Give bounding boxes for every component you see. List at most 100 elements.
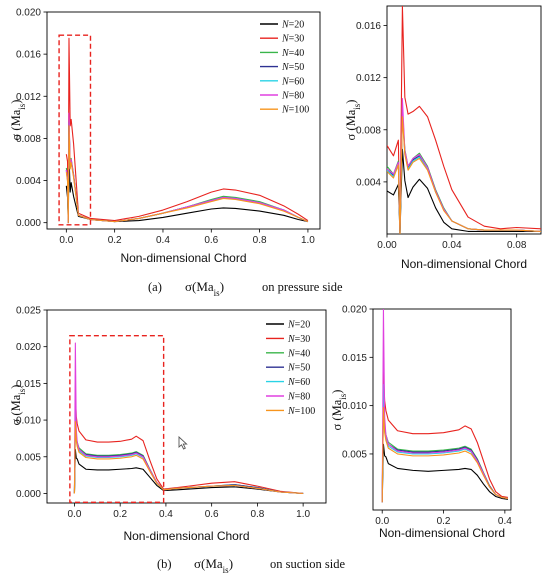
legend: N=20 N=30 N=40 N=50 N=60 N=80 N=100	[266, 320, 315, 417]
x-tick-label: 0.2	[108, 235, 122, 246]
y-axis-label-close: )	[330, 390, 344, 394]
legend-entry: N=60	[287, 377, 310, 388]
y-tick-label: 0.004	[16, 176, 41, 187]
plot-frame	[46, 309, 327, 504]
x-axis-label: Non-dimensional Chord	[123, 529, 249, 543]
y-tick-label: 0.005	[342, 449, 367, 460]
series-line-n-30	[387, 6, 541, 234]
y-tick-label: 0.008	[356, 125, 381, 136]
x-tick-label: 0.4	[159, 509, 173, 520]
y-tick-label: 0.010	[16, 416, 41, 427]
chart-b-zoom: 0.0 0.2 0.4 0.005 0.010 0.015 0.020 Non-dimensi…	[330, 305, 512, 541]
y-axis-label: σ (Mais)	[330, 390, 348, 431]
y-tick-label: 0.012	[356, 73, 381, 84]
x-tick-label: 0.6	[205, 509, 219, 520]
caption-b-text: on suction side	[270, 557, 345, 571]
x-axis-label: Non-dimensional Chord	[379, 526, 505, 540]
y-axis-label: σ (Mais)	[9, 385, 27, 426]
caption-b-close: )	[229, 556, 233, 571]
y-tick-label: 0.010	[342, 401, 367, 412]
y-axis-label-sub: is	[352, 103, 362, 110]
series-line-n-80	[381, 309, 509, 503]
series-line-n-30	[381, 371, 509, 503]
y-tick-label: 0.025	[16, 306, 41, 317]
caption-b-symbol: σ(Ma	[194, 556, 223, 571]
mouse-pointer-icon	[178, 436, 188, 450]
caption-a: (a) σ(Mais) on pressure side	[148, 279, 343, 298]
series-line-n-30	[65, 37, 309, 224]
y-tick-label: 0.005	[16, 452, 41, 463]
series-line-n-40	[73, 413, 304, 495]
caption-b-label: (b)	[157, 557, 172, 571]
y-axis-label: σ (Mais)	[9, 100, 27, 141]
legend-entry: N=100	[281, 105, 309, 116]
x-tick-label: 1.0	[296, 509, 310, 520]
y-axis-label-close: )	[9, 385, 23, 389]
y-axis-label-main: σ (Ma	[330, 399, 344, 430]
x-tick-label: 0.0	[67, 509, 81, 520]
legend-entry: N=60	[281, 76, 304, 87]
x-tick-label: 0.6	[204, 235, 218, 246]
x-tick-label: 0.8	[253, 235, 267, 246]
series-line-n-100	[387, 116, 541, 234]
x-tick-label: 0.04	[442, 240, 462, 251]
series-line-n-100	[381, 407, 509, 503]
x-tick-label: 0.00	[377, 240, 397, 251]
x-axis-label: Non-dimensional Chord	[120, 251, 246, 265]
caption-a-close: )	[220, 279, 224, 294]
series-group	[73, 342, 304, 495]
series-line-n-50	[387, 112, 541, 234]
y-tick-label: 0.004	[356, 177, 381, 188]
y-axis-label-sub: is	[17, 103, 27, 110]
caption-a-text: on pressure side	[262, 280, 343, 294]
x-axis-label: Non-dimensional Chord	[401, 257, 527, 271]
legend-entry: N=20	[287, 320, 310, 331]
y-tick-label: 0.020	[342, 305, 367, 316]
legend-entry: N=40	[287, 348, 310, 359]
svg-text:σ(Mais): σ(Mais)	[185, 279, 224, 298]
series-line-n-80	[65, 112, 309, 224]
series-line-n-40	[387, 109, 541, 234]
y-tick-label: 0.020	[16, 8, 41, 19]
caption-b-subscript: is	[223, 565, 230, 575]
x-tick-label: 0.4	[156, 235, 170, 246]
series-group	[65, 37, 309, 224]
y-tick-label: 0.000	[16, 218, 41, 229]
x-tick-label: 0.2	[437, 516, 451, 527]
series-line-n-100	[65, 125, 309, 224]
y-axis-label-close: )	[9, 100, 23, 104]
x-tick-label: 0.2	[113, 509, 127, 520]
y-tick-label: 0.016	[16, 50, 41, 61]
y-tick-label: 0.020	[16, 342, 41, 353]
y-tick-label: 0.016	[356, 21, 381, 32]
caption-a-subscript: is	[214, 288, 221, 298]
legend: N=20 N=30 N=40 N=50 N=60 N=80 N=100	[260, 20, 309, 116]
legend-entry: N=30	[281, 34, 304, 45]
caption-b: (b) σ(Mais) on suction side	[157, 556, 345, 575]
legend-entry: N=40	[281, 48, 304, 59]
legend-entry: N=100	[287, 406, 315, 417]
legend-entry: N=20	[281, 20, 304, 31]
svg-text:σ(Mais): σ(Mais)	[194, 556, 233, 575]
x-tick-label: 0.08	[507, 240, 527, 251]
caption-a-symbol: σ(Ma	[185, 279, 214, 294]
plot-frame	[46, 11, 321, 230]
x-tick-label: 0.0	[59, 235, 73, 246]
y-tick-label: 0.008	[16, 134, 41, 145]
series-line-n-20	[381, 443, 509, 503]
legend-entry: N=50	[287, 363, 310, 374]
series-line-n-20	[65, 153, 309, 224]
series-group	[381, 309, 509, 503]
x-tick-label: 0.0	[375, 516, 389, 527]
y-axis-label-main: σ (Ma	[344, 109, 358, 140]
y-tick-label: 0.015	[342, 353, 367, 364]
y-axis-label-main: σ (Ma	[9, 109, 23, 140]
chart-a-zoom: 0.00 0.04 0.08 0.004 0.008 0.012 0.016 Non-dime…	[344, 5, 542, 271]
y-axis-label-main: σ (Ma	[9, 394, 23, 425]
plot-frame	[386, 5, 542, 235]
plot-frame	[372, 308, 512, 511]
series-line-n-50	[73, 417, 304, 495]
y-axis-label-sub: is	[17, 388, 27, 395]
series-line-n-60	[387, 113, 541, 234]
